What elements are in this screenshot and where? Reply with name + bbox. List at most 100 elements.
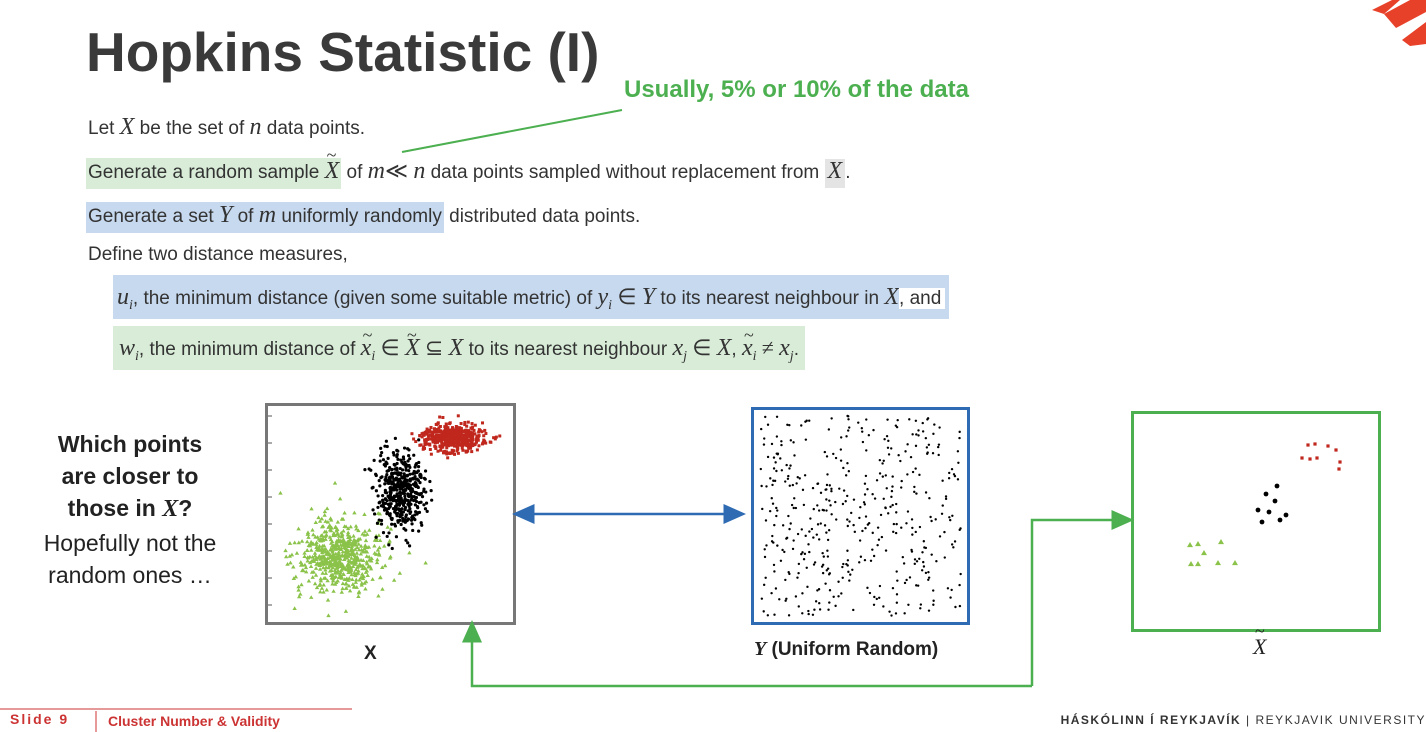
uniform-point — [958, 604, 962, 608]
green-point — [299, 582, 304, 587]
uniform-point — [787, 474, 790, 478]
red-point — [444, 443, 448, 447]
green-point — [327, 568, 333, 573]
green-point — [340, 581, 346, 586]
green-point — [353, 580, 359, 584]
red-point — [455, 440, 459, 444]
green-point — [377, 545, 382, 550]
uniform-point — [769, 477, 772, 480]
uniform-point — [759, 467, 763, 471]
green-point — [385, 525, 390, 529]
red-point — [459, 443, 463, 447]
black-point — [397, 503, 402, 507]
red-point — [438, 436, 442, 440]
black-point — [408, 511, 412, 516]
uniform-point — [891, 503, 894, 507]
green-point — [318, 576, 323, 581]
black-point — [381, 458, 386, 462]
uniform-point — [865, 418, 868, 421]
red-point — [444, 437, 448, 441]
red-point — [441, 451, 445, 455]
uniform-point — [774, 461, 777, 464]
uniform-point — [816, 504, 819, 507]
green-point — [344, 567, 350, 572]
green-point — [296, 594, 302, 599]
red-point — [448, 438, 452, 442]
uniform-point — [796, 532, 800, 536]
red-point — [459, 442, 463, 446]
caption-x: X — [364, 643, 377, 664]
uniform-point — [775, 469, 778, 473]
uniform-point — [951, 514, 954, 518]
uniform-point — [887, 439, 890, 443]
black-point — [387, 543, 391, 547]
red-point — [426, 437, 430, 441]
sample-black-point — [1255, 507, 1261, 513]
uniform-point — [891, 475, 894, 478]
green-point — [317, 566, 323, 571]
uniform-point — [851, 568, 854, 571]
black-point — [413, 490, 418, 495]
uniform-point — [759, 427, 763, 431]
black-point — [379, 446, 383, 450]
uniform-point — [890, 447, 893, 450]
green-point — [388, 554, 393, 559]
uniform-point — [895, 502, 898, 506]
uniform-point — [793, 454, 796, 457]
green-point — [358, 544, 364, 548]
green-point — [312, 550, 318, 555]
black-point — [390, 471, 394, 475]
uniform-point — [821, 571, 825, 575]
uniform-point — [864, 515, 868, 518]
green-point — [322, 509, 328, 514]
uniform-point — [776, 452, 780, 455]
uniform-point — [925, 446, 929, 449]
uniform-point — [801, 612, 804, 615]
red-point — [456, 451, 460, 455]
uniform-point — [766, 614, 770, 617]
black-point — [422, 503, 426, 507]
green-point — [345, 530, 351, 535]
uniform-point — [954, 605, 957, 609]
black-point — [387, 480, 391, 484]
green-point — [341, 565, 346, 570]
black-point — [395, 488, 399, 492]
green-point — [357, 577, 362, 582]
red-point — [432, 427, 436, 431]
green-point — [377, 552, 382, 557]
uniform-point — [917, 434, 920, 437]
green-point — [332, 570, 338, 575]
uniform-point — [895, 522, 898, 526]
black-point — [417, 460, 421, 465]
green-point — [321, 589, 326, 594]
red-point — [447, 433, 451, 437]
green-point — [356, 568, 361, 573]
red-point — [444, 450, 448, 454]
red-point — [441, 443, 445, 447]
green-point — [353, 567, 359, 572]
green-point — [283, 554, 289, 559]
uniform-point — [779, 559, 783, 563]
uniform-point — [842, 466, 845, 470]
red-point — [429, 430, 433, 434]
black-point — [376, 494, 380, 498]
uniform-point — [846, 524, 849, 528]
green-point — [362, 529, 368, 533]
green-point — [309, 506, 314, 511]
black-point — [388, 465, 392, 470]
uniform-point — [797, 562, 801, 566]
green-point — [337, 558, 342, 563]
green-point — [283, 548, 288, 553]
green-point — [362, 512, 367, 517]
green-point — [391, 578, 397, 582]
green-point — [364, 561, 370, 566]
red-point — [456, 414, 460, 418]
uniform-point — [837, 595, 840, 598]
green-point — [360, 576, 366, 581]
uniform-point — [921, 421, 924, 425]
uniform-point — [765, 485, 768, 488]
red-point — [450, 436, 454, 440]
red-point — [459, 432, 463, 436]
uniform-point — [771, 502, 775, 505]
green-point — [356, 547, 362, 552]
